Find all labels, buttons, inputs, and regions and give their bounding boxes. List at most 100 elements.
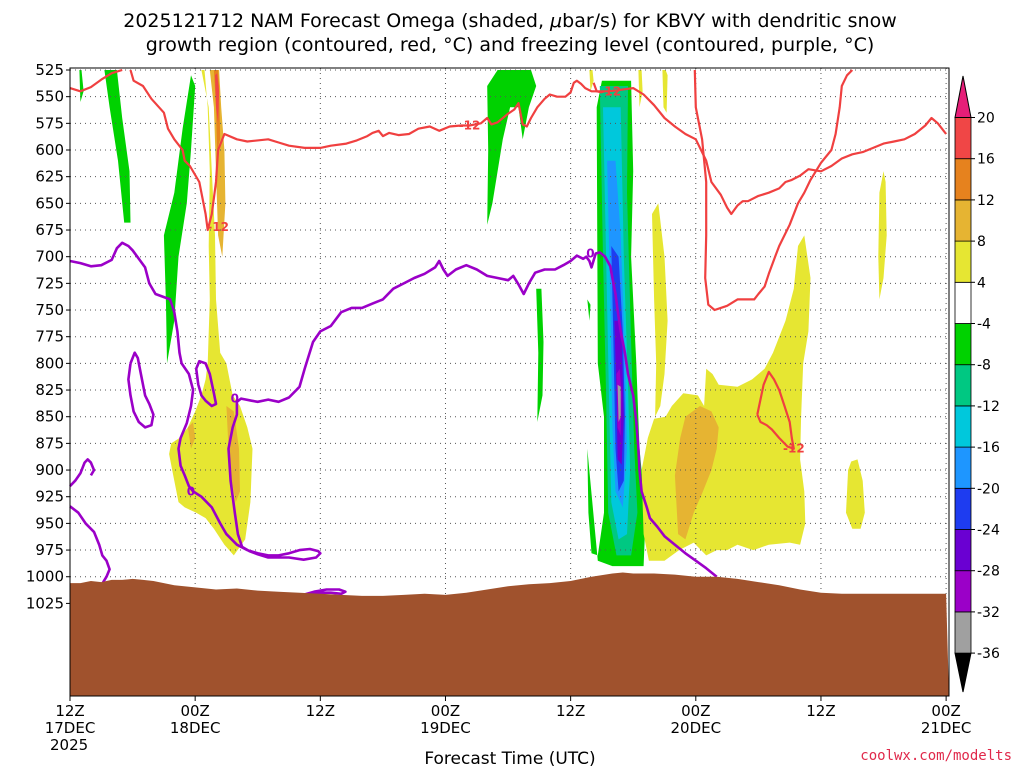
x-tick-label-1-2: 18DEC (170, 719, 221, 737)
omega-region-19 (215, 73, 220, 124)
omega-region-16 (226, 406, 240, 503)
plot-frame (69, 67, 950, 697)
chart-title-line2: growth region (contoured, red, °C) and f… (146, 34, 875, 56)
omega-region-3 (487, 70, 537, 225)
colorbar-segment-9 (954, 281, 972, 324)
chart-title-line1-post: bar/s) for KBVY with dendritic snow (562, 10, 897, 32)
colorbar-label-7: -8 (977, 358, 991, 374)
contour-lines (69, 68, 947, 598)
colorbar-segment-5 (954, 446, 972, 489)
terrain-area (70, 572, 949, 696)
contour-labels: -12 -12 -12 -12 0 0 0 (187, 84, 805, 498)
x-tick-label-4-1: 12Z (556, 702, 585, 720)
omega-shading (79, 70, 887, 567)
y-tick-label-13: 850 (35, 408, 64, 426)
colorbar-segment-11 (954, 199, 972, 242)
contour-label-6: 0 (187, 484, 195, 498)
omega-region-26 (846, 459, 865, 529)
x-tick-label-7-1: 00Z (931, 702, 960, 720)
omega-region-24 (641, 235, 811, 561)
omega-region-1 (104, 70, 131, 223)
y-tick-label-16: 925 (35, 488, 64, 506)
omega-region-25 (674, 406, 719, 540)
colorbar-segment-4 (954, 487, 972, 530)
omega-region-4 (536, 288, 544, 422)
y-tick-label-9: 750 (35, 301, 64, 319)
colorbar-segment-8 (954, 323, 972, 366)
colorbar-segment-7 (954, 364, 972, 407)
colorbar-label-1: -32 (977, 605, 1000, 621)
colorbar-segment-6 (954, 405, 972, 448)
dgz-contour-0 (69, 68, 123, 93)
y-tick-label-6: 675 (35, 221, 64, 239)
chart-title-mu: μ (549, 10, 562, 32)
colorbar-label-0: -36 (977, 646, 1000, 662)
freezing-contour-2 (194, 359, 218, 408)
colorbar-label-4: -20 (977, 481, 1000, 497)
dgz-contour-3 (756, 370, 795, 450)
y-axis: 525 550 575 600 625 650 675 700 725 750 775 800 825 8… (26, 61, 70, 612)
omega-region-22 (662, 70, 668, 113)
y-tick-label-3: 600 (35, 141, 64, 159)
y-tick-label-5: 650 (35, 194, 64, 212)
dgz-contour-4 (592, 82, 603, 94)
y-tick-label-0: 525 (35, 61, 64, 79)
colorbar-label-10: 8 (977, 234, 986, 250)
y-tick-label-17: 950 (35, 514, 64, 532)
colorbar-segment-10 (954, 240, 972, 283)
x-tick-label-2-1: 12Z (306, 702, 335, 720)
freezing-contour-5 (299, 588, 347, 598)
colorbar-segment-2 (954, 570, 972, 613)
chart-title-line1-pre: 2025121712 NAM Forecast Omega (shaded, (123, 10, 550, 32)
colorbar-upper-arrow (954, 75, 972, 118)
colorbar-label-3: -24 (977, 523, 1000, 539)
contour-label-3: -12 (783, 442, 805, 456)
contour-label-1: -12 (599, 84, 621, 98)
y-tick-label-1: 550 (35, 88, 64, 106)
x-tick-label-6-1: 12Z (806, 702, 835, 720)
contour-label-0: -12 (459, 118, 481, 132)
colorbar-lower-arrow (954, 652, 972, 693)
omega-region-2 (163, 75, 196, 364)
x-tick-label-3-2: 19DEC (420, 719, 471, 737)
y-tick-label-19: 1000 (26, 568, 64, 586)
x-tick-label-5-1: 00Z (681, 702, 710, 720)
colorbar-segment-13 (954, 117, 972, 160)
credit-text[interactable]: coolwx.com/modelts (860, 748, 1012, 764)
omega-region-20 (589, 70, 594, 92)
y-tick-label-11: 800 (35, 354, 64, 372)
colorbar-label-12: 16 (977, 152, 995, 168)
colorbar-segment-12 (954, 158, 972, 201)
colorbar-label-6: -12 (977, 399, 1000, 415)
y-tick-label-7: 700 (35, 248, 64, 266)
colorbar-label-13: 20 (977, 111, 995, 127)
colorbar-label-2: -28 (977, 564, 1000, 580)
omega-region-17 (187, 422, 196, 449)
y-tick-label-12: 825 (35, 381, 64, 399)
omega-region-21 (638, 70, 643, 108)
x-tick-label-5-2: 20DEC (671, 719, 722, 737)
y-tick-label-14: 875 (35, 434, 64, 452)
colorbar-label-8: -4 (977, 317, 991, 333)
colorbar-label-5: -16 (977, 440, 1000, 456)
omega-region-12 (617, 384, 621, 422)
freezing-contour-3 (69, 458, 96, 488)
x-tick-label-0-3: 2025 (50, 736, 88, 754)
x-tick-label-3-1: 00Z (431, 702, 460, 720)
freezing-contour-1 (127, 351, 155, 429)
y-tick-label-18: 975 (35, 541, 64, 559)
x-axis-title: Forecast Time (UTC) (424, 749, 595, 768)
y-tick-label-2: 575 (35, 114, 64, 132)
omega-region-27 (878, 171, 887, 300)
y-tick-label-10: 775 (35, 328, 64, 346)
x-tick-label-7-2: 21DEC (921, 719, 972, 737)
freezing-contour-4 (69, 505, 111, 586)
colorbar-label-11: 12 (977, 193, 995, 209)
omega-region-0 (79, 70, 84, 102)
colorbar: -36 -32 -28 -24 -20 -16 -12 -8 -4 4 8 12 16 20 (954, 75, 1000, 693)
freezing-contour-0 (69, 241, 718, 578)
y-tick-label-8: 725 (35, 274, 64, 292)
colorbar-segment-1 (954, 611, 972, 654)
